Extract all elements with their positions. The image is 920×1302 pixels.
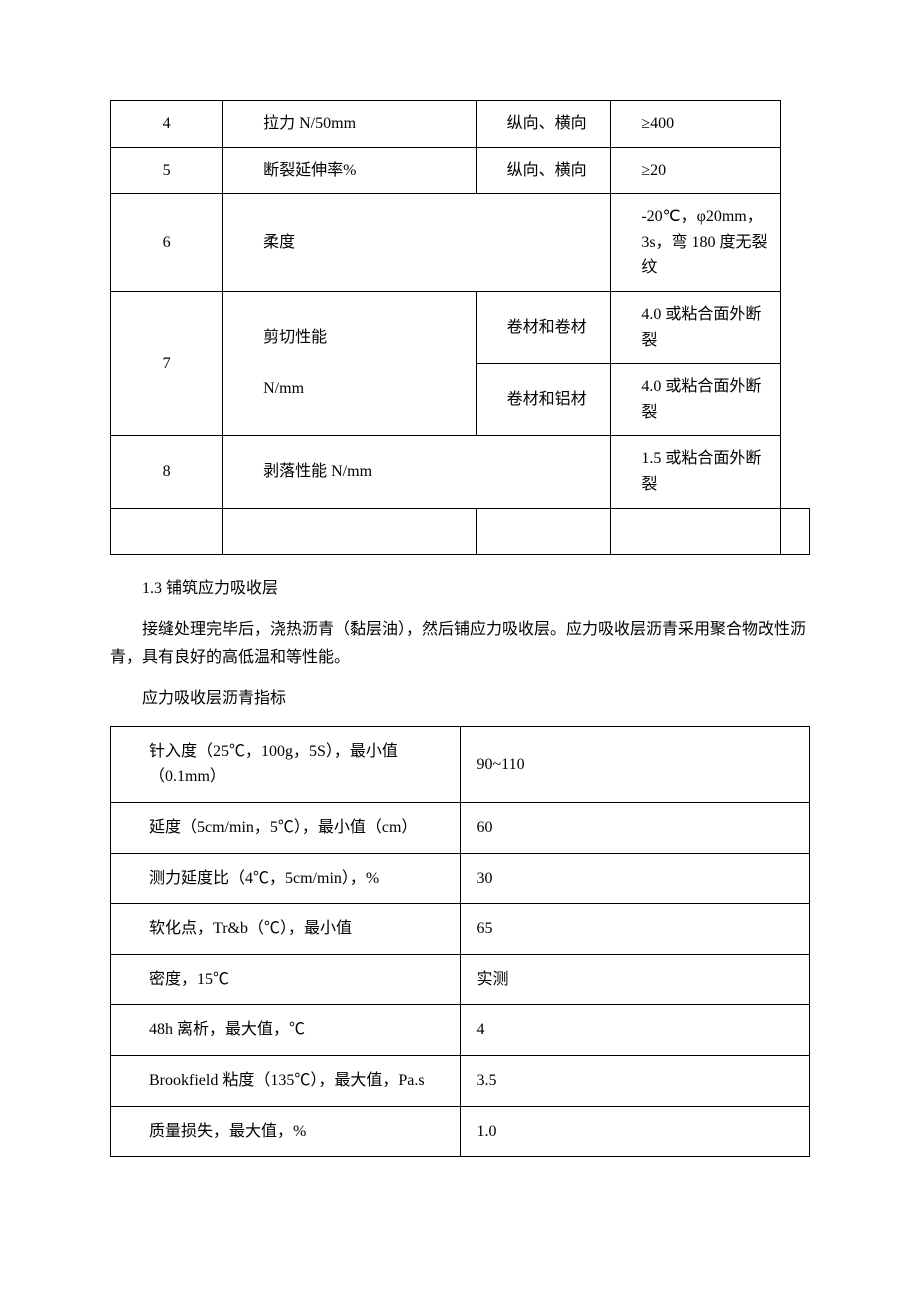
table-row: 密度，15℃ 实测: [111, 954, 810, 1005]
empty-cell: [223, 508, 476, 555]
row-val: ≥20: [611, 147, 781, 194]
param-cell: 质量损失，最大值，%: [111, 1106, 461, 1157]
item-subtext: N/mm: [263, 380, 304, 397]
empty-cell: [780, 508, 809, 555]
table-row: 延度（5cm/min，5℃），最小值（cm） 60: [111, 803, 810, 854]
row-cond: 纵向、横向: [476, 101, 611, 148]
param-cell: 软化点，Tr&b（℃），最小值: [111, 904, 461, 955]
val-cell: 3.5: [460, 1056, 810, 1107]
row-num: 6: [111, 194, 223, 292]
row-cond: 纵向、横向: [476, 147, 611, 194]
val-cell: 实测: [460, 954, 810, 1005]
table-row: 6 柔度 -20℃，φ20mm，3s，弯 180 度无裂纹: [111, 194, 810, 292]
param-cell: 密度，15℃: [111, 954, 461, 1005]
empty-cell: [611, 508, 781, 555]
val-cell: 30: [460, 853, 810, 904]
table-row: 质量损失，最大值，% 1.0: [111, 1106, 810, 1157]
row-val: 4.0 或粘合面外断裂: [611, 364, 781, 436]
row-item: 拉力 N/50mm: [223, 101, 476, 148]
param-cell: 延度（5cm/min，5℃），最小值（cm）: [111, 803, 461, 854]
row-num: 5: [111, 147, 223, 194]
table-row: 测力延度比（4℃，5cm/min），% 30: [111, 853, 810, 904]
table-row: 4 拉力 N/50mm 纵向、横向 ≥400: [111, 101, 810, 148]
row-item: 剥落性能 N/mm: [223, 436, 611, 508]
table-row: 48h 离析，最大值，℃ 4: [111, 1005, 810, 1056]
row-num: 7: [111, 291, 223, 435]
table-row: 5 断裂延伸率% 纵向、横向 ≥20: [111, 147, 810, 194]
val-cell: 60: [460, 803, 810, 854]
row-item: 剪切性能 N/mm: [223, 291, 476, 435]
table-row: 软化点，Tr&b（℃），最小值 65: [111, 904, 810, 955]
section-heading: 1.3 铺筑应力吸收层: [110, 575, 810, 602]
row-val: 1.5 或粘合面外断裂: [611, 436, 781, 508]
row-num: 4: [111, 101, 223, 148]
table-caption: 应力吸收层沥青指标: [110, 685, 810, 712]
table-row: Brookfield 粘度（135℃），最大值，Pa.s 3.5: [111, 1056, 810, 1107]
body-paragraph: 接缝处理完毕后，浇热沥青（黏层油），然后铺应力吸收层。应力吸收层沥青采用聚合物改…: [110, 616, 810, 670]
row-item: 柔度: [223, 194, 611, 292]
empty-cell: [111, 508, 223, 555]
row-val: ≥400: [611, 101, 781, 148]
table-row: 8 剥落性能 N/mm 1.5 或粘合面外断裂: [111, 436, 810, 508]
param-cell: 48h 离析，最大值，℃: [111, 1005, 461, 1056]
param-cell: Brookfield 粘度（135℃），最大值，Pa.s: [111, 1056, 461, 1107]
val-cell: 1.0: [460, 1106, 810, 1157]
val-cell: 65: [460, 904, 810, 955]
asphalt-index-table: 针入度（25℃，100g，5S），最小值（0.1mm） 90~110 延度（5c…: [110, 726, 810, 1157]
row-cond: 卷材和卷材: [476, 291, 611, 363]
row-val: 4.0 或粘合面外断裂: [611, 291, 781, 363]
empty-cell: [476, 508, 611, 555]
item-text: 剪切性能: [263, 329, 327, 346]
val-cell: 90~110: [460, 726, 810, 802]
param-cell: 针入度（25℃，100g，5S），最小值（0.1mm）: [111, 726, 461, 802]
row-cond: 卷材和铝材: [476, 364, 611, 436]
table-row-empty: [111, 508, 810, 555]
table-row: 7 剪切性能 N/mm 卷材和卷材 4.0 或粘合面外断裂: [111, 291, 810, 363]
row-num: 8: [111, 436, 223, 508]
row-val: -20℃，φ20mm，3s，弯 180 度无裂纹: [611, 194, 781, 292]
spec-table-1: 4 拉力 N/50mm 纵向、横向 ≥400 5 断裂延伸率% 纵向、横向 ≥2…: [110, 100, 810, 555]
table-row: 针入度（25℃，100g，5S），最小值（0.1mm） 90~110: [111, 726, 810, 802]
param-cell: 测力延度比（4℃，5cm/min），%: [111, 853, 461, 904]
row-item: 断裂延伸率%: [223, 147, 476, 194]
val-cell: 4: [460, 1005, 810, 1056]
